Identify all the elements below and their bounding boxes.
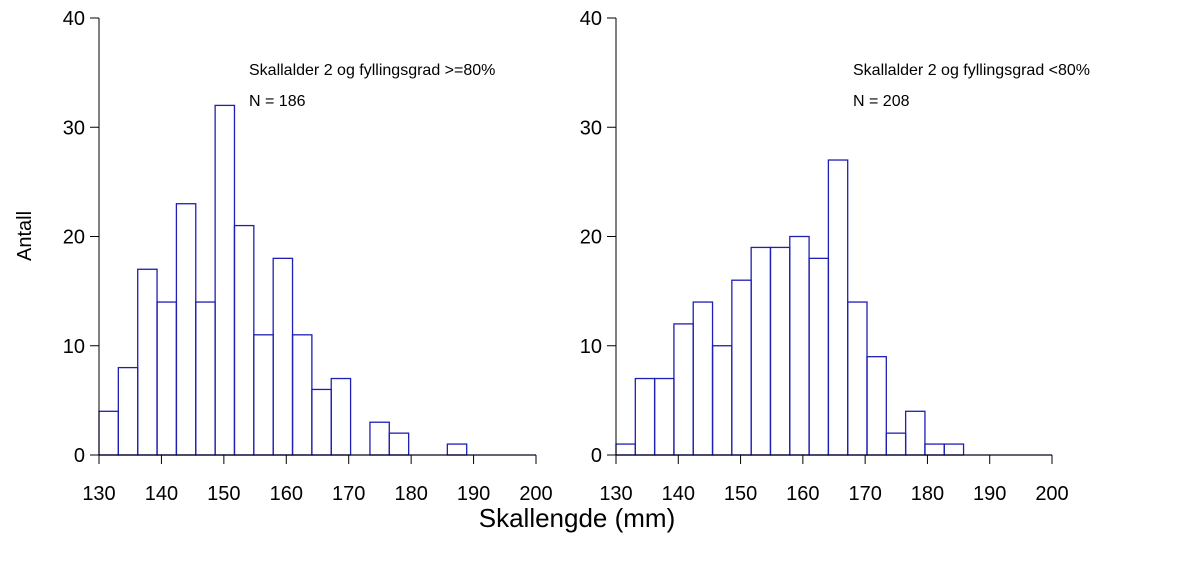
annotation-sample-size: N = 186 xyxy=(249,93,306,110)
x-tick-label: 200 xyxy=(1035,483,1068,505)
histogram-bar xyxy=(214,104,236,456)
histogram-bar xyxy=(904,410,926,456)
histogram-bar xyxy=(253,334,274,456)
y-tick-label: 0 xyxy=(74,445,85,467)
histogram-panel-left: 0 10 20 30 40 130 140 150 160 170 180 190 200 Skallal… xyxy=(63,8,553,505)
histogram-bar xyxy=(156,301,178,456)
x-tick-label: 150 xyxy=(207,483,240,505)
x-tick-label: 140 xyxy=(145,483,178,505)
histogram-bar xyxy=(885,432,907,456)
histogram-bar xyxy=(827,159,849,456)
x-tick-label: 200 xyxy=(519,483,552,505)
histogram-bar xyxy=(388,432,410,456)
x-tick-label: 160 xyxy=(270,483,303,505)
histogram-bar xyxy=(653,377,675,456)
x-tick-label: 190 xyxy=(973,483,1006,505)
y-tick-label: 40 xyxy=(580,8,602,30)
x-tick-label: 160 xyxy=(786,483,819,505)
x-tick-label: 190 xyxy=(457,483,490,505)
x-tick-label: 180 xyxy=(911,483,944,505)
histogram-bar xyxy=(769,246,791,456)
histogram-bar xyxy=(673,323,694,456)
histogram-bar xyxy=(137,268,158,456)
histogram-bar xyxy=(98,410,120,456)
y-tick-label: 20 xyxy=(580,227,602,249)
histogram-bar xyxy=(369,421,390,456)
annotation-group-label: Skallalder 2 og fyllingsgrad <80% xyxy=(853,62,1090,79)
histogram-bar xyxy=(943,443,965,456)
x-tick-label: 130 xyxy=(599,483,632,505)
y-tick-label: 30 xyxy=(63,117,85,139)
annotation-group-label: Skallalder 2 og fyllingsgrad >=80% xyxy=(249,62,495,79)
x-tick-label: 150 xyxy=(724,483,757,505)
y-tick-label: 40 xyxy=(63,8,85,30)
x-tick-label: 130 xyxy=(82,483,115,505)
histogram-bar xyxy=(175,203,197,456)
histogram-bar xyxy=(330,377,352,456)
x-tick-label: 140 xyxy=(662,483,695,505)
histogram-bar xyxy=(446,443,468,456)
y-axis-label: Antall xyxy=(14,211,36,261)
histogram-bar xyxy=(272,257,294,456)
histogram-bar xyxy=(750,246,772,456)
histogram-bar xyxy=(311,388,332,456)
y-tick-label: 10 xyxy=(63,336,85,358)
histogram-bar xyxy=(291,334,313,456)
histogram-bar xyxy=(711,345,733,456)
histogram-bar xyxy=(924,443,945,456)
histogram-bar xyxy=(195,301,216,456)
histogram-bar xyxy=(866,356,887,456)
histogram-bar xyxy=(692,301,714,456)
x-tick-label: 180 xyxy=(394,483,427,505)
y-tick-label: 0 xyxy=(591,445,602,467)
histogram-bar xyxy=(233,224,255,456)
histogram-bar xyxy=(731,279,752,456)
annotation-sample-size: N = 208 xyxy=(853,93,910,110)
histogram-bar xyxy=(634,377,656,456)
histogram-bar xyxy=(808,257,830,456)
x-tick-label: 170 xyxy=(332,483,365,505)
y-tick-label: 10 xyxy=(580,336,602,358)
y-tick-label: 20 xyxy=(63,227,85,249)
histogram-bar xyxy=(847,301,868,456)
histogram-bar xyxy=(789,235,810,456)
histogram-bar xyxy=(117,366,139,456)
histogram-panel-right: 0 10 20 30 40 130 140 150 160 170 180 190 200 Skallal… xyxy=(580,8,1090,505)
y-tick-label: 30 xyxy=(580,117,602,139)
histogram-bar xyxy=(615,443,636,456)
x-axis-label: Skallengde (mm) xyxy=(479,503,676,533)
x-tick-label: 170 xyxy=(848,483,881,505)
